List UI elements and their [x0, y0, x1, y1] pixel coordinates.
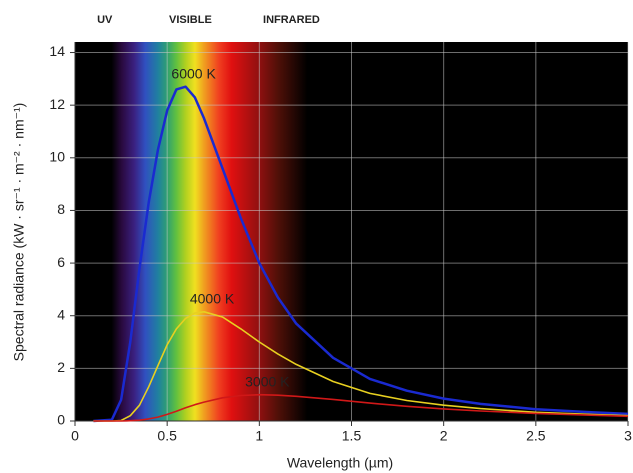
series-label: 3000 K	[245, 373, 290, 389]
x-tick-label: 1.5	[342, 428, 362, 444]
y-tick-label: 8	[57, 201, 65, 217]
region-label: VISIBLE	[169, 14, 212, 26]
x-axis-label: Wavelength (µm)	[287, 455, 393, 471]
x-tick-label: 2.5	[526, 428, 546, 444]
y-tick-label: 4	[57, 306, 65, 322]
y-tick-label: 2	[57, 359, 65, 375]
y-tick-label: 0	[57, 412, 65, 428]
y-axis-label: Spectral radiance (kW · sr⁻¹ · m⁻² · nm⁻…	[11, 103, 27, 362]
x-tick-label: 0.5	[157, 428, 177, 444]
x-tick-label: 3	[624, 428, 632, 444]
y-tick-label: 14	[49, 43, 65, 59]
x-tick-label: 0	[71, 428, 79, 444]
y-tick-label: 10	[49, 149, 65, 165]
region-label: INFRARED	[263, 14, 320, 26]
series-line	[93, 85, 629, 423]
series-label: 4000 K	[190, 290, 235, 306]
x-tick-label: 2	[440, 428, 448, 444]
y-tick-label: 12	[49, 96, 65, 112]
y-tick-label: 6	[57, 254, 65, 270]
series-line	[93, 393, 629, 422]
series-label: 6000 K	[171, 65, 216, 81]
series-line	[93, 310, 629, 422]
x-tick-label: 1	[255, 428, 263, 444]
region-label: UV	[97, 14, 113, 26]
